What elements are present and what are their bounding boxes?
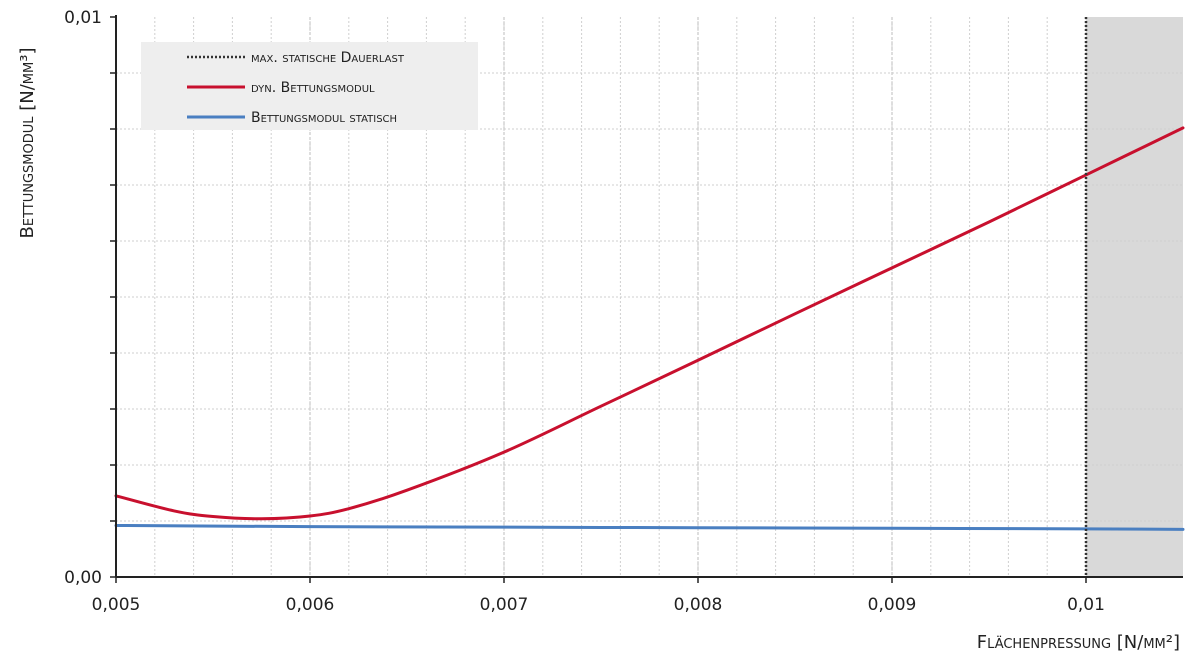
- shaded-region: [1086, 17, 1183, 577]
- axis-labels: Flächenpressung [N/mm²] Bettungsmodul [N/…: [17, 48, 1180, 653]
- x-tick-label: 0,006: [286, 595, 335, 615]
- legend-label: max. statische Dauerlast: [251, 50, 405, 66]
- series-layer: [114, 126, 1185, 531]
- series-line-2: [114, 523, 1185, 531]
- x-tick-label: 0,007: [480, 595, 529, 615]
- x-tick-label: 0,01: [1067, 595, 1105, 615]
- x-axis-label: Flächenpressung [N/mm²]: [977, 632, 1180, 653]
- legend: max. statische Dauerlast dyn. Bettungsmod…: [141, 42, 478, 130]
- y-axis-label: Bettungsmodul [N/mm³]: [17, 48, 38, 239]
- y-tick-label: 0,00: [64, 568, 102, 588]
- legend-label: dyn. Bettungsmodul: [251, 80, 375, 96]
- legend-label: Bettungsmodul statisch: [251, 110, 397, 126]
- shaded-region-layer: [1086, 17, 1183, 577]
- axes-layer: 0,005 0,006 0,007 0,008 0,009 0,01 0,00 0,01: [64, 8, 1183, 615]
- x-tick-label: 0,009: [868, 595, 917, 615]
- x-tick-label: 0,005: [92, 595, 141, 615]
- y-tick-label: 0,01: [64, 8, 102, 28]
- series-line-1: [114, 126, 1185, 521]
- x-tick-label: 0,008: [674, 595, 723, 615]
